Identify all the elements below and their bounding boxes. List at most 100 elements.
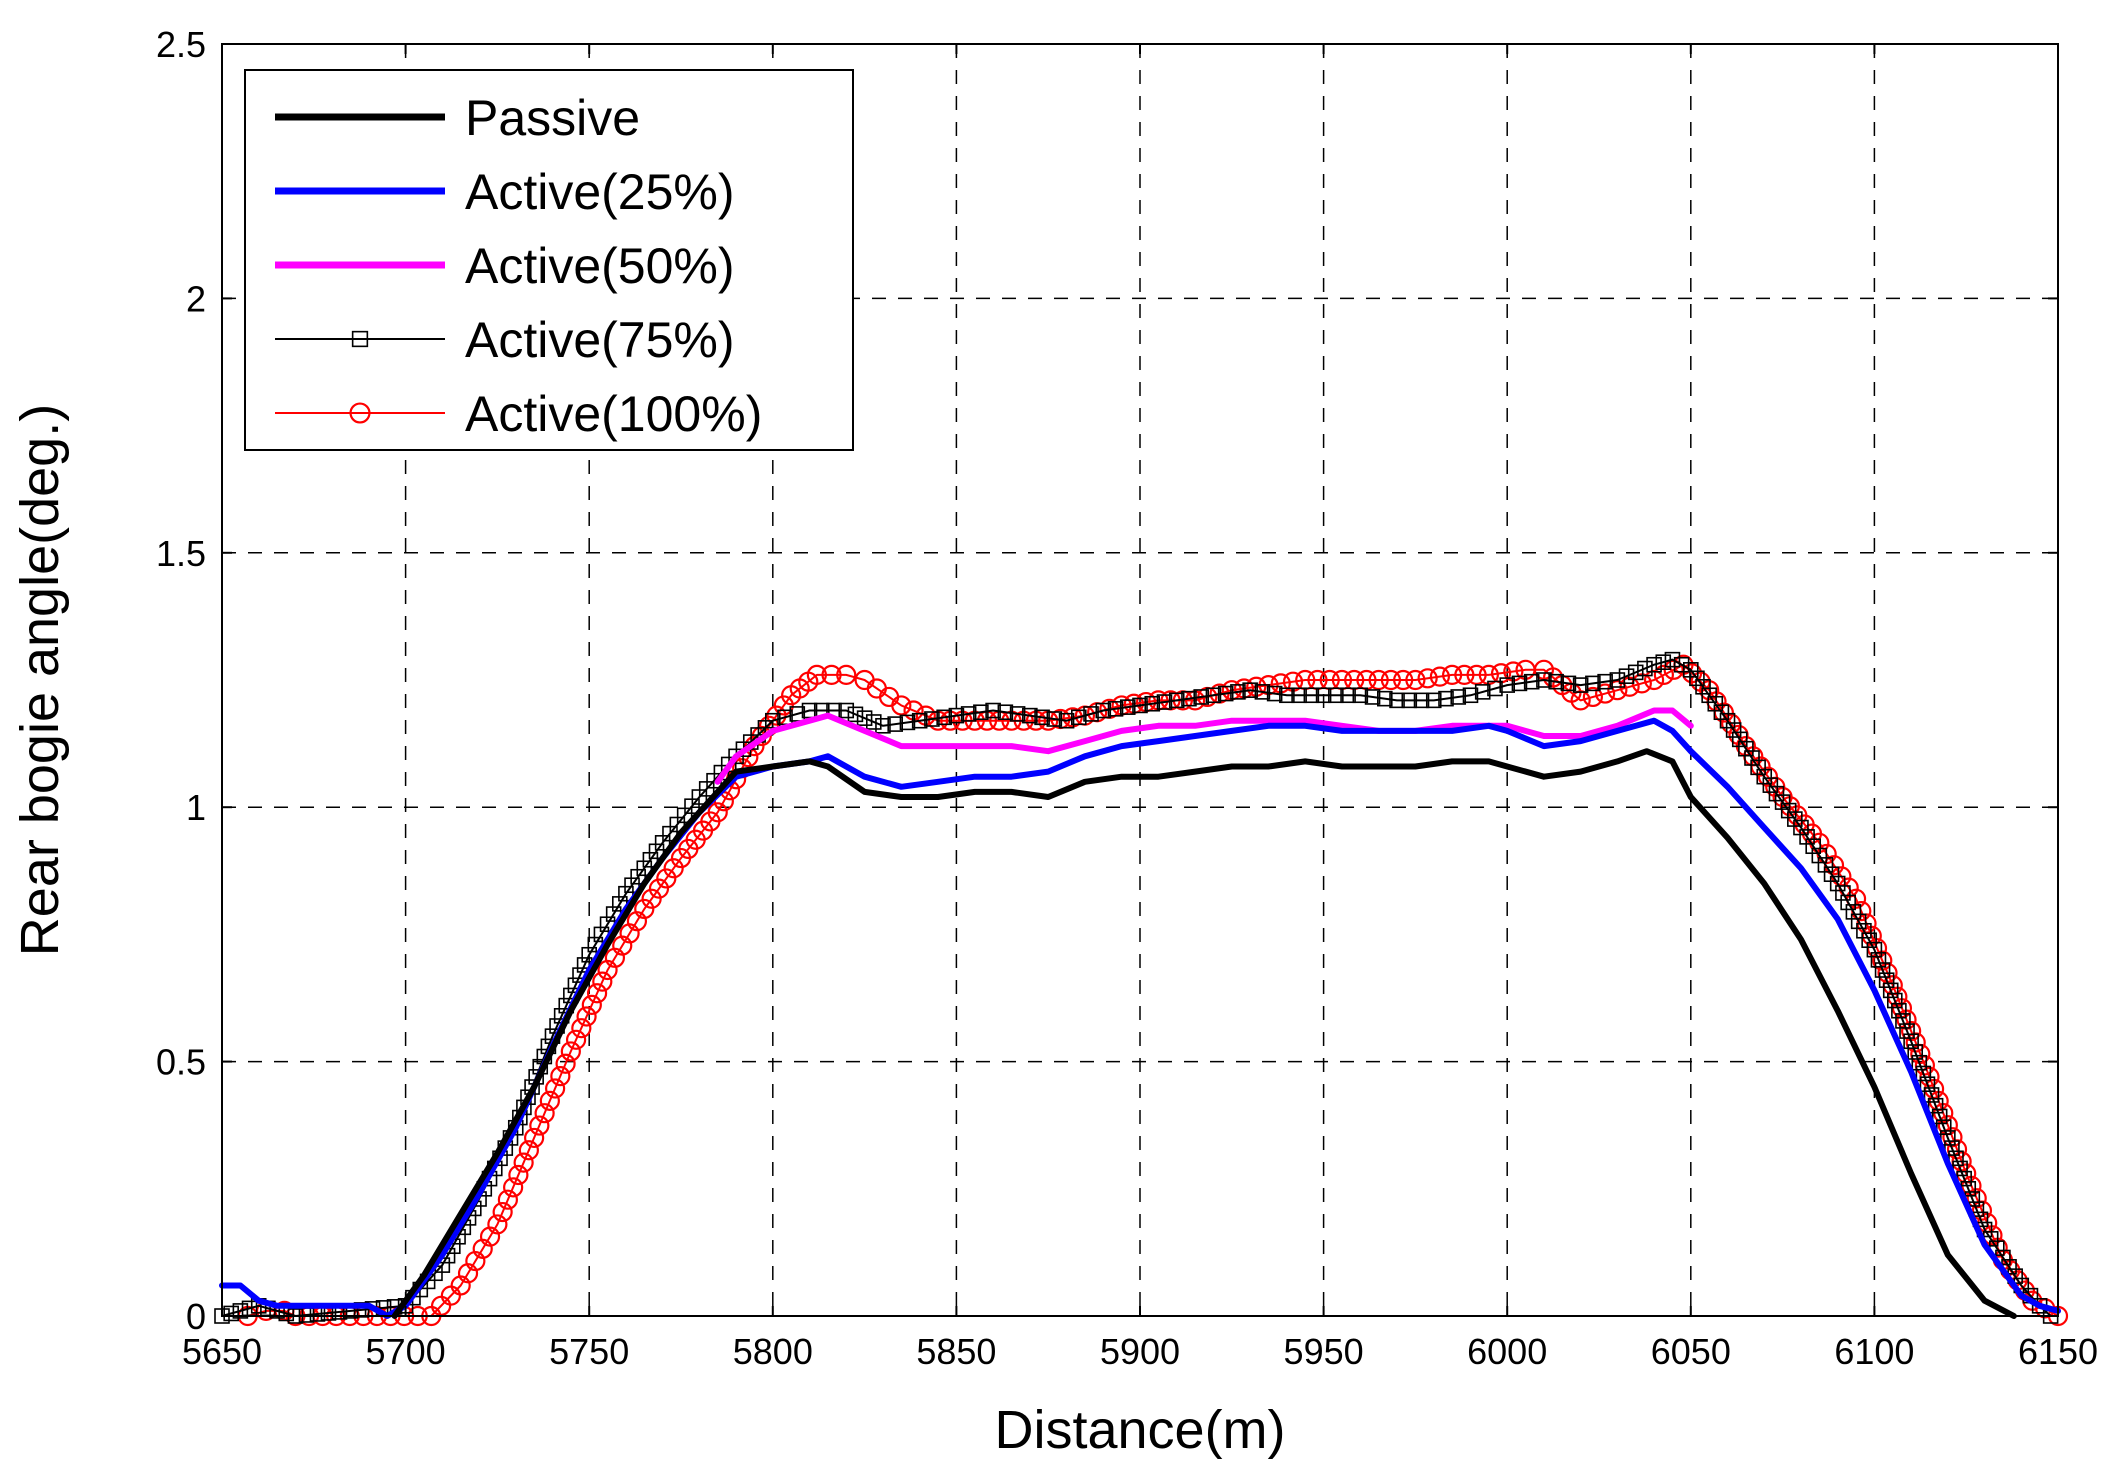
x-tick-label: 5950	[1284, 1331, 1364, 1372]
legend-label: Active(25%)	[465, 164, 735, 220]
series-marker	[1780, 802, 1797, 819]
series-marker	[1944, 1140, 1960, 1156]
series-marker	[1429, 666, 1450, 687]
x-tick-label: 5750	[549, 1331, 629, 1372]
legend-label: Active(100%)	[465, 386, 762, 442]
series-marker	[592, 971, 613, 992]
series-marker	[1454, 664, 1475, 686]
series-marker	[1582, 686, 1603, 708]
series-marker	[1891, 1002, 1907, 1019]
series-marker	[1609, 672, 1626, 688]
series-marker	[1817, 857, 1834, 873]
series-marker	[773, 695, 794, 716]
series-marker	[1270, 673, 1291, 694]
series-marker	[1266, 685, 1283, 702]
series-marker	[865, 714, 882, 730]
series-marker	[903, 700, 924, 721]
series-marker	[1607, 680, 1628, 701]
series-marker	[838, 702, 855, 719]
y-tick-label: 0.5	[156, 1042, 206, 1083]
series-marker	[1474, 684, 1491, 700]
series-marker	[539, 1090, 560, 1111]
series-marker	[571, 1018, 592, 1039]
series-marker	[1291, 687, 1307, 704]
series-marker	[1548, 673, 1564, 690]
x-tick-label: 5700	[366, 1331, 446, 1372]
series-marker	[630, 868, 646, 885]
series-line	[391, 748, 2017, 1319]
series-marker	[1119, 699, 1136, 715]
series-marker	[1058, 712, 1075, 729]
series-marker	[1254, 684, 1271, 700]
series-marker	[1156, 694, 1173, 710]
series-marker	[663, 858, 684, 879]
series-marker	[1757, 766, 1779, 787]
series-marker	[1907, 1044, 1923, 1060]
series-marker	[911, 712, 928, 729]
series-marker	[624, 877, 640, 894]
legend-label: Passive	[465, 90, 640, 146]
x-tick-label: 6150	[2018, 1331, 2098, 1372]
series-marker	[1829, 875, 1846, 892]
series-marker	[1389, 692, 1405, 709]
series-group	[391, 748, 2017, 1319]
series-marker	[1462, 687, 1479, 704]
series-marker	[764, 712, 781, 729]
series-marker	[1653, 664, 1674, 686]
series-marker	[1919, 1076, 1936, 1093]
series-marker	[223, 1305, 239, 1322]
series-marker	[648, 843, 665, 860]
series-marker	[985, 702, 1001, 719]
series-marker	[648, 878, 670, 899]
series-marker	[1887, 992, 1903, 1009]
series-marker	[997, 704, 1014, 721]
series-marker	[1646, 656, 1662, 673]
series-marker	[1850, 913, 1867, 930]
series-marker	[847, 706, 864, 723]
series-marker	[492, 1201, 513, 1223]
series-marker	[1193, 689, 1209, 705]
series-marker	[1442, 664, 1463, 686]
series-marker	[1364, 689, 1381, 705]
series-marker	[497, 1189, 518, 1210]
legend-entry: Active(25%)	[275, 164, 735, 220]
legend-label: Active(50%)	[465, 238, 735, 294]
series-marker	[555, 1053, 576, 1074]
series-marker	[1787, 811, 1803, 827]
series-marker	[1713, 704, 1730, 721]
series-marker	[1762, 777, 1779, 793]
series-marker	[1768, 785, 1785, 802]
series-marker	[642, 851, 659, 868]
series-group	[714, 707, 1694, 785]
series-line	[219, 717, 2061, 1319]
series-marker	[1511, 675, 1528, 692]
legend-label: Active(75%)	[465, 312, 735, 368]
series-marker	[936, 709, 952, 726]
series-marker	[508, 1164, 529, 1186]
x-axis-title: Distance(m)	[994, 1400, 1285, 1460]
series-marker	[1793, 819, 1809, 836]
series-marker	[1009, 706, 1026, 722]
series-layer	[214, 651, 2069, 1327]
series-marker	[518, 1140, 539, 1161]
series-marker	[1438, 690, 1454, 707]
series-marker	[576, 1006, 597, 1027]
series-marker	[856, 710, 873, 726]
series-marker	[487, 1214, 508, 1235]
series-marker	[1352, 687, 1369, 704]
series-marker	[1536, 672, 1552, 688]
series-line	[714, 707, 1694, 785]
series-marker	[1585, 675, 1601, 692]
series-marker	[1230, 684, 1246, 700]
series-marker	[232, 1303, 249, 1319]
series-marker	[1915, 1065, 1932, 1082]
series-marker	[1861, 932, 1877, 949]
series-marker	[545, 1078, 566, 1099]
y-tick-label: 0	[186, 1296, 206, 1337]
series-marker	[349, 402, 371, 424]
series-marker	[1942, 1127, 1963, 1148]
series-marker	[1878, 972, 1895, 988]
series-marker	[565, 1029, 587, 1050]
series-marker	[1799, 829, 1815, 845]
